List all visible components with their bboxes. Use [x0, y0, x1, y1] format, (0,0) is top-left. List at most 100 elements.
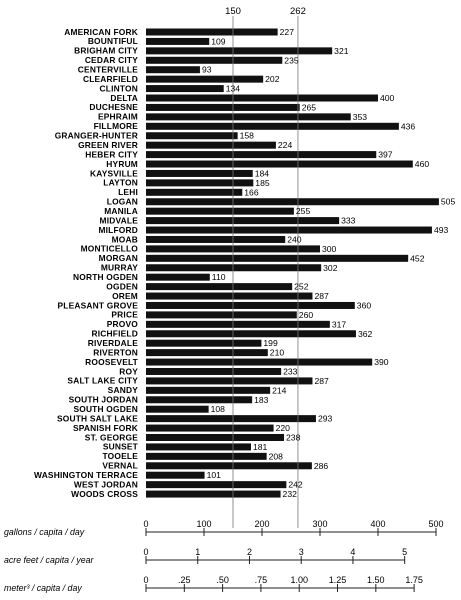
category-label: TOOELE	[103, 451, 139, 461]
category-label: SOUTH JORDAN	[69, 395, 138, 405]
value-label: 360	[357, 300, 372, 310]
bar	[146, 37, 210, 45]
value-labels-group: 227 109 321 235 93 202 134 400 265 353 436 158 224 39…	[202, 27, 456, 499]
bar	[146, 85, 224, 93]
reference-line-label: 150	[225, 6, 241, 17]
category-label: SANDY	[108, 385, 139, 395]
value-label: 240	[287, 234, 302, 244]
bar	[146, 283, 293, 291]
category-label: PROVO	[107, 319, 139, 329]
bars-group	[146, 28, 439, 498]
bar	[146, 94, 378, 102]
bar	[146, 235, 286, 243]
axis-tick-label: 2	[247, 547, 252, 557]
value-label: 93	[202, 65, 212, 75]
axis-tick-label: 100	[196, 519, 211, 529]
category-label: NORTH OGDEN	[73, 272, 138, 282]
value-label: 166	[244, 187, 259, 197]
value-label: 109	[211, 36, 226, 46]
value-label: 293	[318, 414, 333, 424]
bar	[146, 443, 251, 451]
value-label: 390	[374, 357, 389, 367]
category-label: PRICE	[111, 310, 138, 320]
bar	[146, 424, 274, 432]
value-label: 436	[401, 121, 416, 131]
bar	[146, 311, 297, 319]
value-label: 158	[240, 131, 255, 141]
bar	[146, 481, 287, 489]
axis-tick-label: 0	[143, 575, 148, 585]
bar	[146, 47, 333, 55]
category-label: LEHI	[118, 187, 138, 197]
value-label: 333	[341, 216, 356, 226]
value-label: 108	[211, 404, 226, 414]
bar	[146, 292, 313, 300]
category-label: BRIGHAM CITY	[74, 46, 138, 56]
value-label: 210	[270, 348, 285, 358]
bar	[146, 273, 210, 281]
category-label: SPANISH FORK	[73, 423, 138, 433]
value-label: 252	[294, 282, 309, 292]
category-label: FILLMORE	[94, 121, 139, 131]
bar	[146, 330, 356, 338]
axis-tick-label: 400	[370, 519, 385, 529]
bar	[146, 377, 313, 385]
bar	[146, 132, 238, 140]
bar	[146, 264, 322, 272]
axis-tick-label: 0	[143, 547, 148, 557]
bar	[146, 254, 409, 262]
bar	[146, 179, 254, 187]
axis-tick-label: 1.50	[367, 575, 385, 585]
axis-tick-label: 300	[312, 519, 327, 529]
category-label: MOAB	[112, 234, 138, 244]
bar	[146, 396, 253, 404]
category-label: CLINTON	[100, 83, 138, 93]
bar	[146, 217, 340, 225]
axis-title: meter³ / capita / day	[4, 583, 82, 593]
category-label: RICHFIELD	[92, 329, 138, 339]
value-label: 287	[314, 291, 329, 301]
value-label: 242	[288, 480, 303, 490]
category-label: MORGAN	[99, 253, 138, 263]
value-label: 265	[302, 102, 317, 112]
value-label: 235	[284, 55, 299, 65]
value-label: 286	[314, 461, 329, 471]
value-label: 134	[226, 84, 241, 94]
value-label: 397	[378, 150, 393, 160]
category-label: HEBER CITY	[85, 149, 138, 159]
axis-tick-label: .25	[178, 575, 191, 585]
value-label: 505	[441, 197, 456, 207]
bar	[146, 56, 283, 64]
value-label: 214	[272, 385, 287, 395]
value-label: 110	[212, 272, 226, 282]
bar	[146, 207, 294, 215]
bar	[146, 415, 316, 423]
bar	[146, 169, 253, 177]
category-label: CEDAR CITY	[85, 55, 138, 65]
value-label: 362	[358, 329, 373, 339]
bar	[146, 386, 271, 394]
category-label: WASHINGTON TERRACE	[34, 470, 138, 480]
axis-tick-label: .50	[216, 575, 229, 585]
value-label: 185	[255, 178, 270, 188]
bar	[146, 151, 377, 159]
value-label: 400	[380, 93, 395, 103]
category-label: OREM	[112, 291, 138, 301]
value-label: 101	[207, 470, 222, 480]
bar	[146, 141, 276, 149]
category-label: GRANGER-HUNTER	[55, 131, 138, 141]
value-label: 199	[263, 338, 278, 348]
category-label: BOUNTIFUL	[88, 36, 138, 46]
category-label: MIDVALE	[100, 215, 139, 225]
axis-tick-label: 200	[254, 519, 269, 529]
value-label: 321	[334, 46, 349, 56]
bar	[146, 339, 262, 347]
value-label: 232	[283, 489, 298, 499]
category-label: VERNAL	[102, 461, 138, 471]
value-label: 302	[323, 263, 338, 273]
bar	[146, 471, 205, 479]
value-label: 452	[410, 253, 425, 263]
bar	[146, 490, 281, 498]
